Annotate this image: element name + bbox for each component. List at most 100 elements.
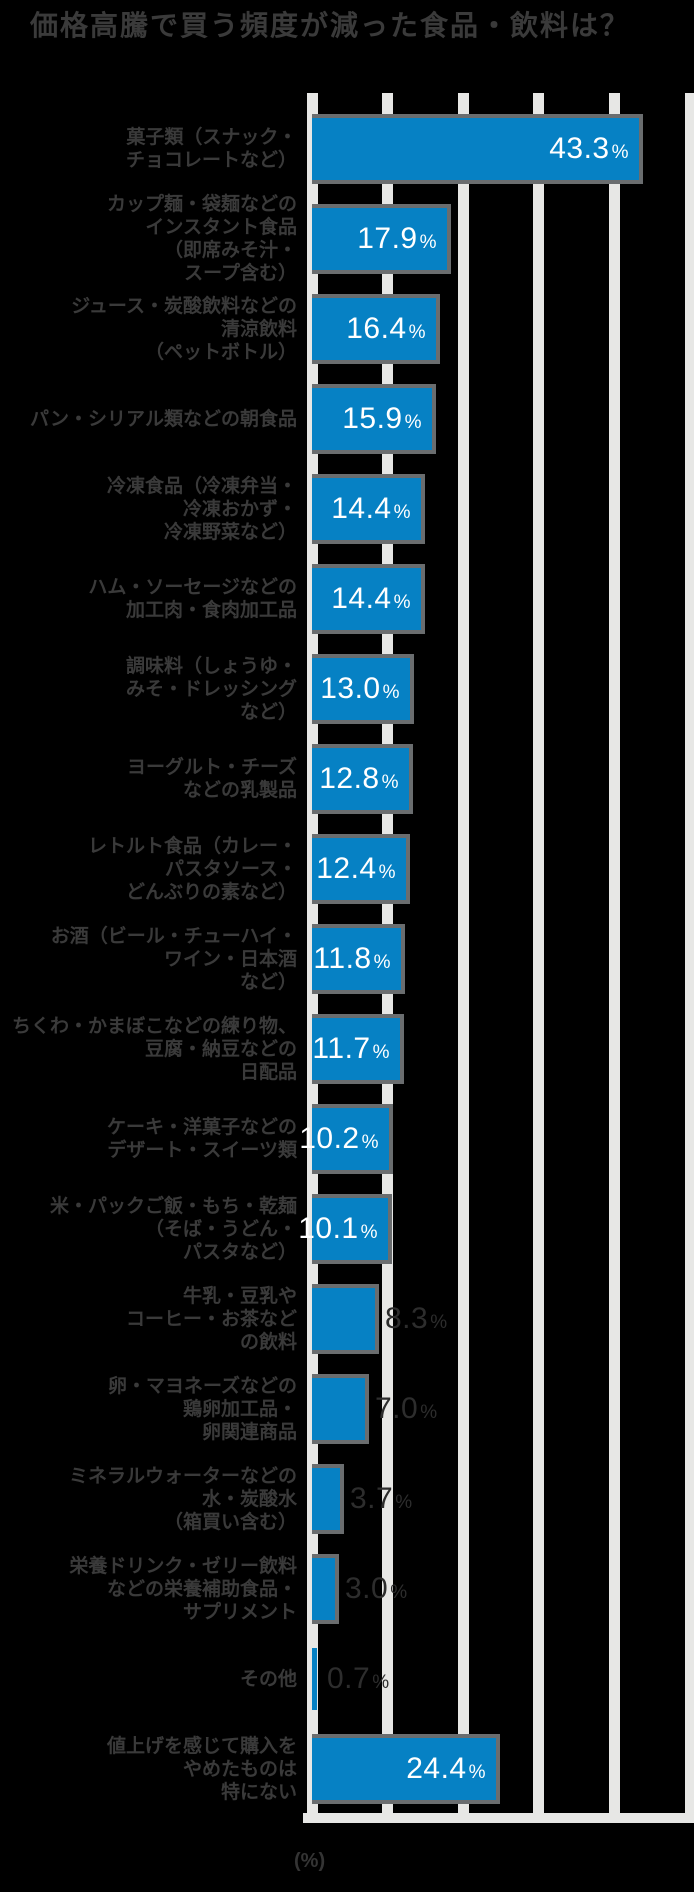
percent-sign: %	[420, 1402, 438, 1423]
value-label: 16.4%	[346, 312, 426, 346]
bar-row: 卵・マヨネーズなどの 鶏卵加工品・ 卵関連商品 7.0%	[0, 1364, 694, 1454]
category-label: 冷凍食品（冷凍弁当・ 冷凍おかず・ 冷凍野菜など）	[0, 464, 297, 554]
value-label: 8.3%	[385, 1302, 448, 1336]
category-label-line: ハム・ソーセージなどの	[88, 577, 297, 598]
value-label: 3.0%	[345, 1572, 408, 1606]
bar-row: カップ麺・袋麺などの インスタント食品 （即席みそ汁・ スープ含む） 17.9%	[0, 194, 694, 284]
value-label: 13.0%	[320, 672, 400, 706]
category-label-line: カップ麺・袋麺などの	[106, 194, 297, 215]
category-label-line: など）	[239, 701, 297, 723]
bar	[312, 1464, 344, 1534]
bar-row: 栄養ドリンク・ゼリー飲料 などの栄養補助食品・ サプリメント 3.0%	[0, 1544, 694, 1634]
value-number: 12.8	[319, 762, 380, 795]
percent-sign: %	[373, 952, 391, 973]
category-label-line: パン・シリアル類などの朝食品	[30, 408, 297, 430]
category-label-line: ケーキ・洋菓子などの	[106, 1117, 297, 1138]
category-label: ジュース・炭酸飲料などの 清涼飲料 （ペットボトル）	[0, 284, 297, 374]
category-label-line: 卵関連商品	[201, 1421, 297, 1443]
category-label-text: お酒（ビール・チューハイ・ ワイン・日本酒 など）	[51, 925, 297, 994]
bar	[312, 1284, 379, 1354]
bar: 14.4%	[312, 564, 425, 634]
bar-row: ハム・ソーセージなどの 加工肉・食肉加工品 14.4%	[0, 554, 694, 644]
category-label: ヨーグルト・チーズ などの乳製品	[0, 734, 297, 824]
value-label: 17.9%	[357, 222, 437, 256]
percent-sign: %	[393, 502, 411, 523]
value-number: 15.9	[342, 402, 403, 435]
category-label-line: 清涼飲料	[220, 318, 297, 340]
value-number: 14.4	[331, 582, 392, 615]
value-number: 24.4	[406, 1752, 467, 1785]
category-label-text: 冷凍食品（冷凍弁当・ 冷凍おかず・ 冷凍野菜など）	[107, 475, 297, 544]
category-label-line: 卵・マヨネーズなどの	[107, 1375, 297, 1397]
bar: 16.4%	[312, 294, 440, 364]
category-label-line: 冷凍おかず・	[182, 498, 297, 520]
category-label: パン・シリアル類などの朝食品	[0, 374, 297, 464]
category-label: 卵・マヨネーズなどの 鶏卵加工品・ 卵関連商品	[0, 1364, 297, 1454]
bar-row: ヨーグルト・チーズ などの乳製品 12.8%	[0, 734, 694, 824]
percent-sign: %	[382, 682, 400, 703]
category-label-line: 水・炭酸水	[201, 1488, 297, 1510]
category-label-line: 豆腐・納豆などの	[144, 1038, 297, 1060]
category-label-text: 値上げを感じて購入を やめたものは 特にない	[107, 1735, 297, 1804]
category-label-line: スープ含む）	[184, 263, 297, 284]
bar-row: レトルト食品（カレー・ パスタソース・ どんぶりの素など） 12.4%	[0, 824, 694, 914]
bar: 13.0%	[312, 654, 414, 724]
percent-sign: %	[611, 142, 629, 163]
category-label: ケーキ・洋菓子などの デザート・スイーツ類	[0, 1094, 297, 1184]
category-label-line: みそ・ドレッシング	[125, 678, 297, 700]
bar-row: 値上げを感じて購入を やめたものは 特にない 24.4%	[0, 1724, 694, 1814]
value-number: 17.9	[357, 222, 418, 255]
category-label-text: 調味料（しょうゆ・ みそ・ドレッシング など）	[126, 655, 297, 724]
category-label-text: ケーキ・洋菓子などの デザート・スイーツ類	[107, 1116, 297, 1162]
bar: 17.9%	[312, 204, 451, 274]
category-label-line: など）	[239, 971, 297, 993]
bar: 10.2%	[299, 1104, 393, 1174]
category-label-line: ジュース・炭酸飲料などの	[71, 295, 297, 317]
value-number: 10.2	[299, 1122, 360, 1155]
category-label: レトルト食品（カレー・ パスタソース・ どんぶりの素など）	[0, 824, 297, 914]
value-number: 3.7	[350, 1482, 394, 1515]
category-label: ちくわ・かまぼこなどの練り物、 豆腐・納豆などの 日配品	[0, 1004, 297, 1094]
category-label-line: 牛乳・豆乳や	[182, 1285, 297, 1307]
category-label-line: パスタソース・	[164, 858, 297, 880]
category-label: ミネラルウォーターなどの 水・炭酸水 （箱買い含む）	[0, 1454, 297, 1544]
category-label-line: （ペットボトル）	[144, 341, 297, 363]
percent-sign: %	[395, 1492, 413, 1513]
bar: 15.9%	[312, 384, 436, 454]
bar-row: パン・シリアル類などの朝食品 15.9%	[0, 374, 694, 464]
percent-sign: %	[419, 232, 437, 253]
category-label-line: インスタント食品	[145, 217, 297, 238]
bar-row: 米・パックご飯・もち・乾麺 （そば・うどん・ パスタなど） 10.1%	[0, 1184, 694, 1274]
category-label-text: ジュース・炭酸飲料などの 清涼飲料 （ペットボトル）	[71, 295, 297, 364]
value-label: 11.8%	[313, 942, 391, 976]
category-label: その他	[0, 1634, 297, 1724]
value-number: 0.7	[327, 1662, 371, 1695]
category-label-line: 加工肉・食肉加工品	[125, 600, 297, 621]
category-label-line: その他	[239, 1668, 297, 1690]
value-label: 15.9%	[342, 402, 422, 436]
chart-title: 価格高騰で買う頻度が減った食品・飲料は？	[30, 10, 631, 41]
bar: 24.4%	[312, 1734, 500, 1804]
category-label-text: 栄養ドリンク・ゼリー飲料 などの栄養補助食品・ サプリメント	[69, 1555, 297, 1624]
category-label-line: ヨーグルト・チーズ	[126, 757, 297, 778]
category-label-text: カップ麺・袋麺などの インスタント食品 （即席みそ汁・ スープ含む）	[107, 193, 297, 285]
bar: 12.4%	[312, 834, 410, 904]
percent-sign: %	[372, 1042, 390, 1063]
percent-sign: %	[393, 592, 411, 613]
category-label-line: 菓子類（スナック・	[126, 127, 297, 148]
category-label-line: 鶏卵加工品・	[182, 1398, 297, 1420]
value-number: 12.4	[316, 852, 377, 885]
percent-sign: %	[360, 1222, 378, 1243]
bar: 14.4%	[312, 474, 425, 544]
bar-row: 菓子類（スナック・ チョコレートなど） 43.3%	[0, 104, 694, 194]
bar-row: 調味料（しょうゆ・ みそ・ドレッシング など） 13.0%	[0, 644, 694, 734]
percent-sign: %	[361, 1132, 379, 1153]
bar: 43.3%	[312, 114, 643, 184]
bar-row: ジュース・炭酸飲料などの 清涼飲料 （ペットボトル） 16.4%	[0, 284, 694, 374]
value-label: 11.7%	[312, 1032, 390, 1066]
category-label-line: 米・パックご飯・もち・乾麺	[49, 1195, 297, 1217]
value-number: 10.1	[298, 1212, 359, 1245]
bar-row: お酒（ビール・チューハイ・ ワイン・日本酒 など） 11.8%	[0, 914, 694, 1004]
value-number: 3.0	[345, 1572, 389, 1605]
